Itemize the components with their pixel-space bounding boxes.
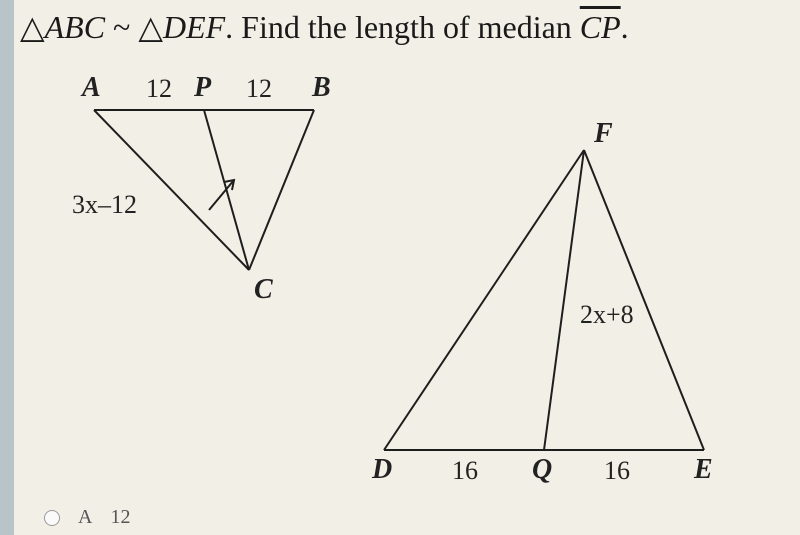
expr-ac: 3x–12 <box>72 190 137 220</box>
length-pb: 12 <box>246 74 272 104</box>
triangle-def-shape <box>384 150 704 450</box>
vertex-b: B <box>312 72 331 104</box>
triangle-symbol-2: △ <box>138 9 163 45</box>
geometry-diagram: A 12 P 12 B 3x–12 C F 2x+8 D 16 Q 16 E <box>54 70 774 490</box>
answer-value: 12 <box>110 506 130 529</box>
triangle-def: DEF <box>163 9 225 45</box>
vertex-c: C <box>254 274 273 306</box>
vertex-a: A <box>82 72 101 104</box>
triangle-symbol-1: △ <box>20 9 45 45</box>
expr-fq: 2x+8 <box>580 300 634 330</box>
vertex-p: P <box>194 72 211 104</box>
length-qe: 16 <box>604 456 630 486</box>
triangle-abc: ABC <box>45 9 105 45</box>
answer-option-row[interactable]: A 12 <box>44 506 130 529</box>
length-ap: 12 <box>146 74 172 104</box>
vertex-q: Q <box>532 454 552 486</box>
question-text: △ABC ~ △DEF. Find the length of median C… <box>20 8 629 46</box>
diagram-svg <box>54 70 774 490</box>
median-name: CP <box>580 9 621 45</box>
period: . <box>621 9 629 45</box>
similar-symbol: ~ <box>113 9 130 45</box>
radio-icon[interactable] <box>44 510 60 526</box>
vertex-f: F <box>594 118 613 150</box>
vertex-d: D <box>372 454 392 486</box>
sentence-rest: . Find the length of median <box>225 9 580 45</box>
answer-letter: A <box>78 506 92 529</box>
vertex-e: E <box>694 454 713 486</box>
length-dq: 16 <box>452 456 478 486</box>
